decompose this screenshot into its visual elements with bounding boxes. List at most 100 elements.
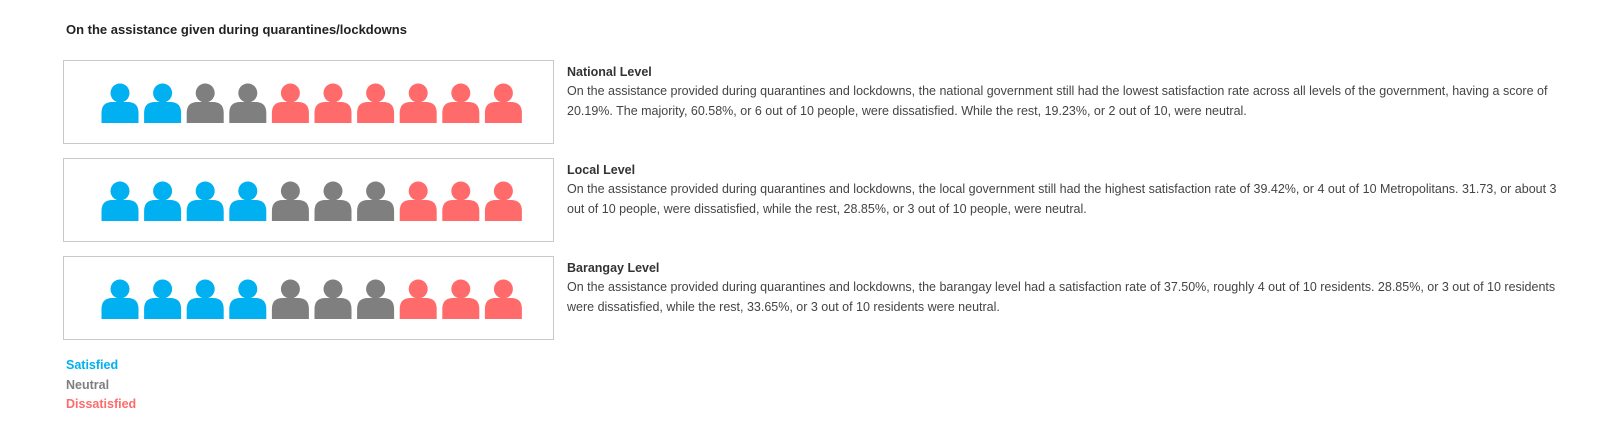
person-body (229, 102, 267, 123)
person-head (195, 279, 215, 299)
person-icon-dissatisfied (442, 279, 480, 319)
person-body (229, 298, 267, 319)
person-body (357, 298, 395, 319)
person-head (280, 83, 300, 103)
description-local: Local Level On the assistance provided d… (567, 162, 1567, 219)
person-icon-dissatisfied (399, 181, 437, 221)
person-icon-dissatisfied (271, 83, 309, 123)
description-text: On the assistance provided during quaran… (567, 280, 1556, 314)
description-title: Barangay Level (567, 261, 660, 275)
person-body (314, 200, 352, 221)
person-body (101, 298, 139, 319)
person-head (366, 279, 386, 299)
person-head (153, 279, 173, 299)
person-head (110, 181, 130, 201)
person-head (366, 83, 386, 103)
person-head (238, 83, 258, 103)
person-head (451, 279, 471, 299)
person-body (357, 200, 395, 221)
person-icon-dissatisfied (314, 83, 352, 123)
person-head (153, 181, 173, 201)
person-head (153, 83, 173, 103)
person-icon-neutral (186, 83, 224, 123)
person-head (493, 181, 513, 201)
pictograph-panel-national (63, 60, 554, 144)
person-head (280, 181, 300, 201)
person-body (186, 298, 224, 319)
person-body (357, 102, 395, 123)
person-icon-neutral (314, 279, 352, 319)
person-icon-satisfied (101, 279, 139, 319)
person-body (442, 102, 480, 123)
person-body (399, 298, 437, 319)
person-head (493, 279, 513, 299)
person-body (484, 200, 522, 221)
person-body (484, 102, 522, 123)
person-body (314, 298, 352, 319)
page-title: On the assistance given during quarantin… (66, 22, 407, 37)
person-icon-dissatisfied (442, 181, 480, 221)
person-body (271, 200, 309, 221)
pictograph-panel-local (63, 158, 554, 242)
person-body (186, 200, 224, 221)
description-title: Local Level (567, 163, 636, 177)
legend-item-dissatisfied: Dissatisfied (66, 397, 137, 411)
person-icon-satisfied (101, 181, 139, 221)
legend-item-satisfied: Satisfied (66, 358, 119, 372)
person-head (408, 181, 428, 201)
person-head (195, 83, 215, 103)
person-body (101, 200, 139, 221)
person-icon-dissatisfied (484, 279, 522, 319)
person-head (280, 279, 300, 299)
person-body (399, 200, 437, 221)
person-icon-satisfied (186, 279, 224, 319)
person-icon-dissatisfied (399, 279, 437, 319)
person-head (366, 181, 386, 201)
person-icon-satisfied (144, 279, 182, 319)
description-text: On the assistance provided during quaran… (567, 84, 1548, 118)
legend-item-neutral: Neutral (66, 377, 110, 392)
person-icon-dissatisfied (442, 83, 480, 123)
person-icon-neutral (271, 181, 309, 221)
person-body (144, 298, 182, 319)
person-icon-satisfied (144, 83, 182, 123)
person-body (484, 298, 522, 319)
person-head (323, 181, 343, 201)
person-icon-neutral (357, 279, 395, 319)
person-body (144, 200, 182, 221)
person-icon-neutral (229, 83, 267, 123)
person-head (451, 83, 471, 103)
person-body (442, 200, 480, 221)
person-head (493, 83, 513, 103)
person-head (110, 83, 130, 103)
description-barangay: Barangay Level On the assistance provide… (567, 260, 1567, 317)
person-head (110, 279, 130, 299)
description-national: National Level On the assistance provide… (567, 64, 1567, 121)
person-body (271, 298, 309, 319)
pictograph-national (101, 83, 522, 123)
person-icon-satisfied (229, 181, 267, 221)
person-icon-satisfied (144, 181, 182, 221)
person-body (101, 102, 139, 123)
person-icon-dissatisfied (357, 83, 395, 123)
description-title: National Level (567, 65, 652, 79)
person-icon-dissatisfied (399, 83, 437, 123)
person-body (229, 200, 267, 221)
person-head (195, 181, 215, 201)
person-body (399, 102, 437, 123)
person-body (271, 102, 309, 123)
person-head (238, 279, 258, 299)
person-body (314, 102, 352, 123)
person-icon-dissatisfied (484, 181, 522, 221)
person-icon-satisfied (186, 181, 224, 221)
pictograph-local (101, 181, 522, 221)
pictograph-barangay (101, 279, 522, 319)
person-icon-dissatisfied (484, 83, 522, 123)
person-head (323, 279, 343, 299)
person-body (442, 298, 480, 319)
person-head (238, 181, 258, 201)
person-head (408, 83, 428, 103)
pictograph-panel-barangay (63, 256, 554, 340)
person-head (451, 181, 471, 201)
legend: Satisfied Neutral Dissatisfied (66, 356, 136, 415)
